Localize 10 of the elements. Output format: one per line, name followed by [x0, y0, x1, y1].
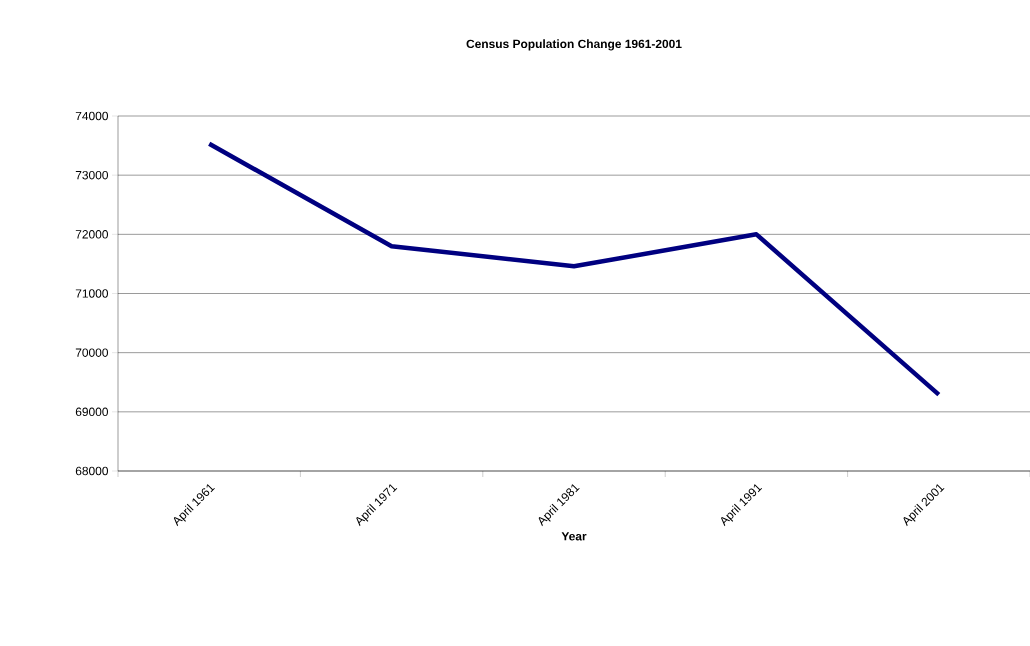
x-axis-title: Year	[561, 532, 587, 541]
y-tick-label: 73000	[75, 170, 109, 180]
y-tick-label: 70000	[75, 348, 109, 357]
line-series	[206, 141, 942, 397]
y-tick-label: 74000	[75, 111, 109, 121]
y-tick-label: 71000	[75, 289, 109, 298]
y-tick-label: 68000	[75, 466, 109, 476]
chart-title: Census Population Change 1961-2001	[466, 39, 682, 51]
y-tick-label: 72000	[75, 230, 109, 239]
y-tick-label: 69000	[75, 407, 109, 417]
